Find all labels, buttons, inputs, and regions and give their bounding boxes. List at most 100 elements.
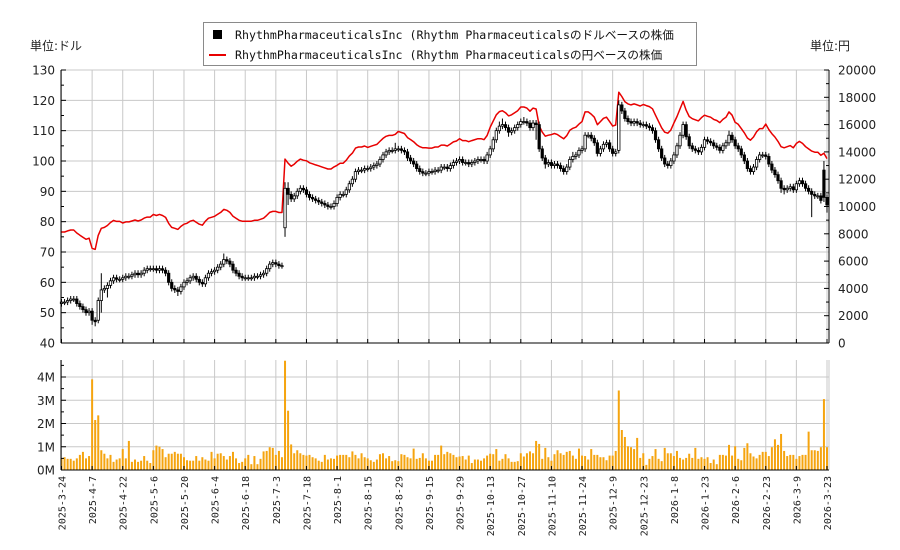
candlestick <box>179 283 183 295</box>
volume-bar <box>819 447 822 470</box>
candle-body-up <box>387 149 391 153</box>
candlestick <box>332 200 336 210</box>
candlestick <box>84 306 88 316</box>
candle-body-up <box>617 104 621 151</box>
candle-body-up <box>439 166 443 171</box>
volume-bar <box>449 453 452 470</box>
candle-body-up <box>359 169 364 172</box>
candle-body-down <box>405 151 410 159</box>
volume-bar <box>133 459 136 470</box>
candle-body-up <box>378 159 382 165</box>
candle-body-down <box>742 154 746 162</box>
candlestick <box>200 279 204 287</box>
candlestick <box>748 165 753 175</box>
candle-body-down <box>739 148 743 156</box>
candle-body-up <box>583 134 587 150</box>
left-axis-label: 80 <box>40 215 55 229</box>
volume-bar <box>761 451 764 470</box>
legend-item-yen-price: RhythmPharmaceuticalsInc (Rhythm Pharmac… <box>204 45 696 65</box>
volume-bar <box>669 453 672 470</box>
candlestick <box>393 142 397 154</box>
candlestick <box>317 197 321 205</box>
candle-body-up <box>393 148 397 151</box>
volume-bar <box>721 454 724 470</box>
candle-body-up <box>72 298 76 301</box>
candle-body-down <box>656 139 661 150</box>
candlestick <box>568 156 572 171</box>
volume-bar <box>339 454 342 470</box>
volume-bar <box>372 461 375 470</box>
candle-body-down <box>289 193 293 200</box>
volume-bar <box>740 460 743 470</box>
candle-body-down <box>653 130 658 141</box>
candlestick <box>813 191 817 199</box>
candlestick <box>142 267 146 277</box>
volume-bar <box>72 460 75 470</box>
volume-bar <box>755 458 758 470</box>
volume-bar <box>336 455 339 470</box>
candlestick <box>690 142 694 152</box>
volume-bar <box>280 457 283 470</box>
candlestick <box>451 159 456 169</box>
candle-body-down <box>506 127 511 133</box>
volume-bar <box>504 454 507 470</box>
volume-bar <box>360 453 363 470</box>
volume-bar <box>296 450 299 470</box>
candle-body-up <box>243 277 247 280</box>
candle-body-up <box>751 166 756 173</box>
candlestick <box>194 273 198 283</box>
candle-body-up <box>292 195 296 200</box>
candlestick <box>197 276 201 286</box>
volume-bar <box>467 455 470 470</box>
candle-body-down <box>712 142 716 147</box>
volume-bar <box>186 460 189 470</box>
volume-bar <box>620 430 623 470</box>
candle-body-down <box>770 163 774 171</box>
candle-body-up <box>280 265 284 268</box>
volume-bar <box>290 444 293 470</box>
candle-body-down <box>693 148 697 151</box>
volume-bar <box>470 463 473 470</box>
candle-body-down <box>748 168 753 173</box>
candle-body-down <box>234 269 238 274</box>
candle-body-down <box>176 289 180 292</box>
candlestick <box>387 147 391 155</box>
volume-bar <box>804 454 807 470</box>
volume-bar <box>562 454 565 470</box>
volume-bar <box>69 458 72 470</box>
candle-body-down <box>638 122 642 126</box>
candlestick <box>604 139 609 148</box>
candle-body-down <box>160 268 165 271</box>
candlestick <box>761 151 765 158</box>
volume-bar <box>525 453 528 470</box>
candlestick <box>696 147 700 155</box>
volume-bar <box>565 451 568 470</box>
volume-bar <box>660 461 663 470</box>
candle-body-down <box>286 187 290 195</box>
volume-bar <box>440 445 443 470</box>
candle-body-up <box>669 160 673 166</box>
candle-body-up <box>356 169 361 173</box>
candlestick <box>164 267 168 277</box>
volume-bar <box>182 457 185 470</box>
candlestick <box>277 261 281 269</box>
volume-axis-label: 0M <box>37 464 55 478</box>
volume-bar <box>238 463 241 470</box>
candlestick <box>445 164 449 172</box>
candle-body-up <box>203 277 208 285</box>
volume-axis-label: 4M <box>37 371 55 385</box>
candle-body-up <box>727 134 731 144</box>
volume-bar <box>528 451 531 470</box>
volume-bar <box>81 451 84 470</box>
volume-bar <box>366 458 369 470</box>
candle-body-up <box>442 166 446 169</box>
candlestick <box>75 295 79 307</box>
candle-body-down <box>592 137 596 144</box>
volume-bar <box>394 460 397 470</box>
volume-bars <box>60 360 828 470</box>
candlestick <box>442 164 446 171</box>
candle-body-down <box>562 168 566 173</box>
volume-bar <box>694 447 697 470</box>
candlestick <box>90 308 94 325</box>
candle-body-down <box>626 118 630 122</box>
